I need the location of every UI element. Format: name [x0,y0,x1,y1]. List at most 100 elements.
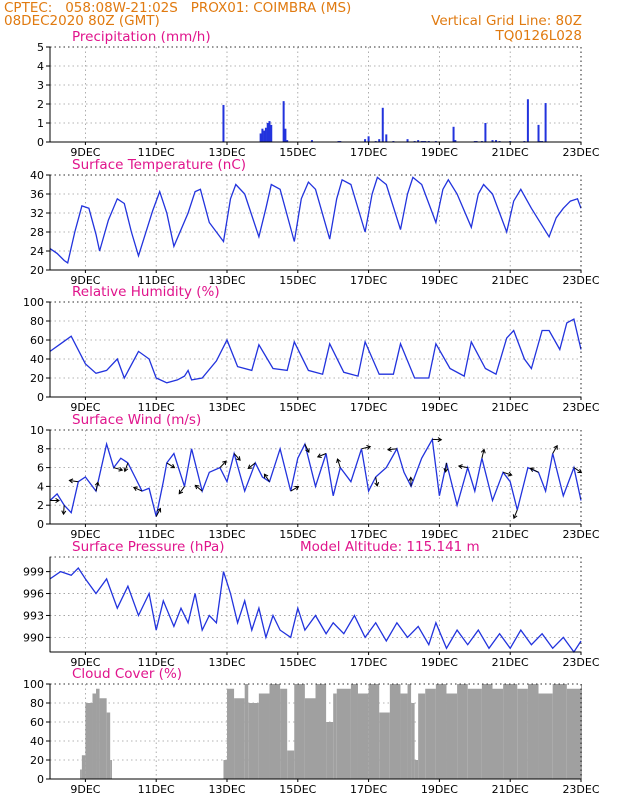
wind-arrow [290,486,299,492]
cloud-bar [467,688,482,779]
cloud-bar [227,688,235,779]
rh-xtick-label: 23DEC [562,401,599,414]
temp-xtick-label: 13DEC [208,274,245,287]
wind-arrow [552,445,558,454]
wind-arrow-head [457,464,463,470]
temp-ytick-label: 24 [30,245,44,258]
precip-xtick-label: 9DEC [70,146,100,159]
cloud-bar [223,760,227,779]
cloud-bar [457,684,468,779]
wind-xtick-label: 11DEC [138,528,175,541]
precip-bar [263,130,266,142]
rh-ytick-label: 40 [30,353,44,366]
wind-arrow [458,465,468,469]
precip-title: Precipitation (mm/h) [72,29,211,45]
wind-arrow [337,458,341,468]
rh-frame [49,301,582,398]
cloud-bar [85,703,93,779]
rh-xtick-label: 9DEC [70,401,100,414]
wind-arrow-head [118,466,124,472]
precip-bar [364,139,367,142]
cloud-bar [99,698,107,779]
cloud-bar [315,684,327,779]
cloud-bar [287,750,295,779]
precip-xtick-label: 19DEC [421,146,458,159]
temp-ytick-label: 40 [30,169,44,182]
pressure-xtick-label: 13DEC [208,656,245,669]
temp-xtick-label: 11DEC [138,274,175,287]
wind-xtick-label: 13DEC [208,528,245,541]
rh-title: Relative Humidity (%) [72,284,220,300]
wind-arrow [317,453,327,458]
pressure-title: Surface Pressure (hPa) [72,539,225,555]
precip-bar [261,128,264,142]
temp-title: Surface Temperature (nC) [72,157,246,173]
precip-bar [454,140,457,142]
precip-bar [544,103,547,142]
wind-series-line [49,437,582,517]
precip-bar [417,140,420,142]
header-grid-note: Vertical Grid Line: 80Z [431,13,582,29]
rh-xtick-label: 21DEC [492,401,529,414]
pressure-xtick-label: 19DEC [421,656,458,669]
cloud-bar [400,693,408,779]
temp-series-line [49,176,582,264]
precip-bar [452,126,455,142]
wind-arrow [133,486,143,492]
cloud-ytick-label: 40 [30,735,44,748]
temp-xtick-label: 17DEC [350,274,387,287]
cloud-bar [96,688,100,779]
wind-arrow-head [305,448,310,454]
cloud-bar [294,684,305,779]
precip-bar [222,104,225,142]
precip-bar [266,123,269,142]
precip-ytick-label: 1 [37,117,44,130]
cloud-xtick-label: 17DEC [350,783,387,796]
cloud-bar [552,684,567,779]
precip-frame [49,46,582,143]
cloud-bar [581,684,582,779]
precip-bar [259,133,262,142]
wind-arrow [113,467,123,471]
pressure-xtick-label: 23DEC [562,656,599,669]
precip-bar [385,134,388,142]
precip-bar [270,124,273,142]
rh-xtick-label: 19DEC [421,401,458,414]
cloud-ytick-label: 60 [30,716,44,729]
header-code: TQ0126L028 [495,28,582,44]
temp-panel: Surface Temperature (nC) 20 24 28 32 36 40 9DEC… [30,157,600,287]
wind-xtick-label: 17DEC [350,528,387,541]
precip-bar [268,121,271,142]
cloud-ytick-label: 100 [23,678,44,691]
wind-arrow-head [194,484,200,490]
cloud-bar [517,688,528,779]
wind-arrow-head [577,468,583,474]
pressure-series-line [49,566,582,654]
rh-ytick-label: 60 [30,334,44,347]
temp-ytick-label: 32 [30,207,44,220]
rh-ytick-label: 0 [37,391,44,404]
precip-xtick-label: 13DEC [208,146,245,159]
wind-arrow [233,453,241,461]
wind-arrow-head [507,471,513,477]
cloud-bar [81,755,86,779]
wind-arrow-head [294,486,300,491]
precip-panel: Precipitation (mm/h) 0 1 2 3 4 5 9DEC 11DEC 13DEC… [37,29,600,159]
cloud-bar [80,769,82,779]
cloud-bar [425,688,436,779]
wind-arrow-head [374,481,380,487]
wind-xtick-label: 19DEC [421,528,458,541]
wind-arrow [247,462,256,469]
precip-bar [495,140,498,142]
precip-xtick-label: 21DEC [492,146,529,159]
precip-ytick-label: 4 [37,60,44,73]
wind-arrow [195,484,203,492]
temp-xtick-label: 9DEC [70,274,100,287]
wind-arrow [264,473,270,482]
precip-ytick-label: 3 [37,79,44,92]
wind-arrow [502,471,512,476]
wind-arrow-head [222,460,227,466]
precip-bar [381,107,384,142]
wind-arrow [387,448,397,451]
cloud-bar [389,684,401,779]
